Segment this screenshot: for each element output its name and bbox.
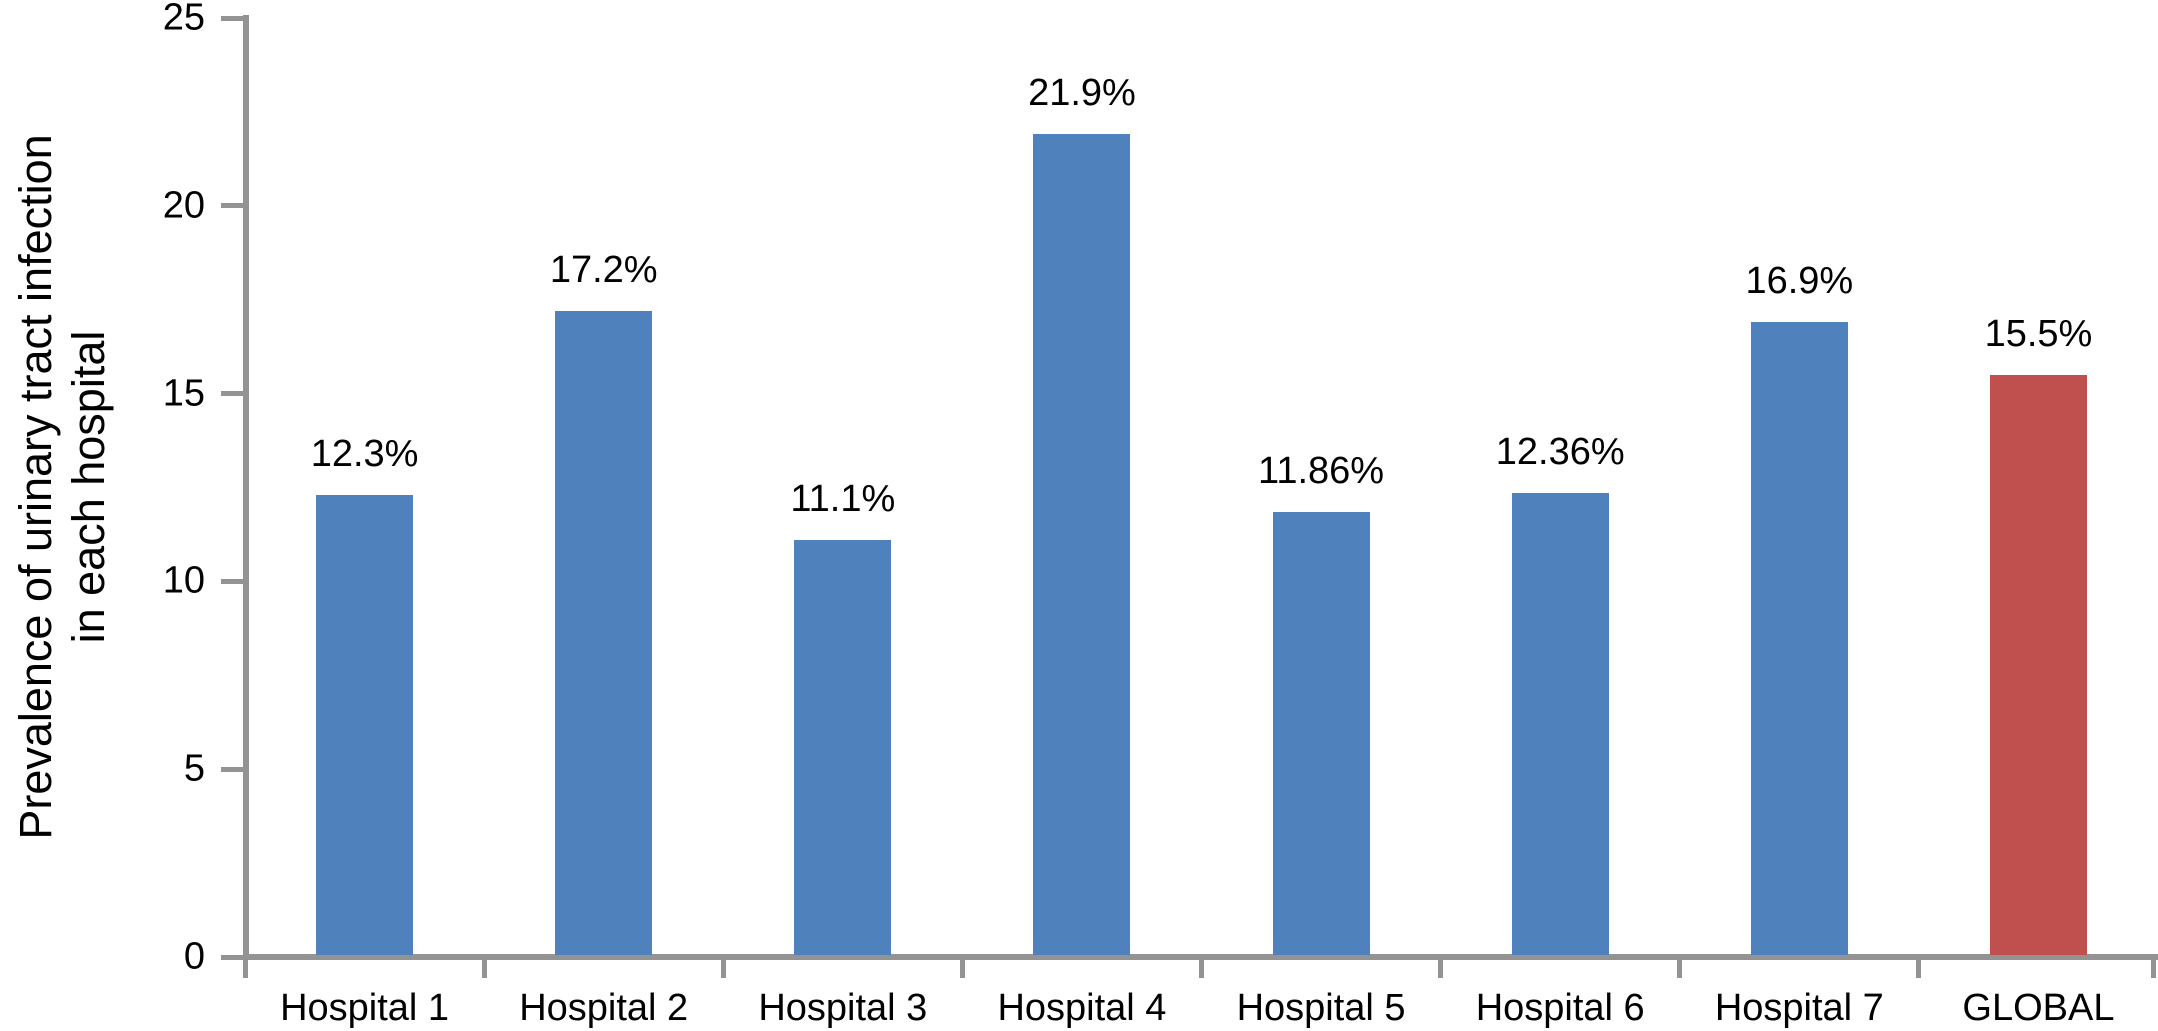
x-axis-tick: [1438, 957, 1444, 978]
x-axis-tick: [1199, 957, 1204, 978]
bar-value-label: 12.36%: [1495, 430, 1625, 473]
y-axis-tick: [221, 15, 243, 21]
y-axis-tick: [221, 203, 243, 209]
bar-hospital-5: [1272, 511, 1370, 955]
bar-global: [1989, 374, 2087, 955]
bar-hospital-6: [1511, 492, 1609, 955]
bar-value-label: 15.5%: [1984, 312, 2093, 355]
bar-value-label: 12.3%: [310, 433, 419, 475]
y-axis-tick-label: 20: [162, 184, 205, 227]
x-axis-label: Hospital 2: [519, 987, 689, 1029]
y-axis-title-line1: Prevalence of urinary tract infection: [10, 134, 61, 840]
x-axis-label: Hospital 3: [758, 987, 928, 1029]
bar-hospital-3: [794, 540, 892, 955]
bar-hospital-2: [555, 310, 653, 955]
x-axis-tick: [1916, 957, 1922, 978]
y-axis-line: [243, 15, 249, 960]
bar-value-label: 17.2%: [549, 248, 658, 291]
x-axis-tick: [2150, 957, 2156, 978]
y-axis-tick: [221, 954, 243, 960]
y-axis-tick: [221, 766, 243, 772]
y-axis-tick-label: 5: [183, 747, 205, 790]
x-axis-tick: [720, 957, 726, 978]
x-axis-label: Hospital 5: [1236, 987, 1406, 1029]
y-axis-tick-label: 15: [162, 372, 205, 415]
x-axis-tick: [959, 957, 965, 978]
bar-value-label: 21.9%: [1028, 72, 1136, 115]
x-axis-label: Hospital 6: [1475, 987, 1645, 1029]
y-axis-tick: [221, 391, 243, 397]
x-axis-tick: [242, 957, 248, 978]
bar-hospital-1: [316, 495, 414, 955]
x-axis-label: Hospital 4: [997, 987, 1167, 1029]
y-axis-tick: [221, 578, 243, 584]
bar-value-label: 11.86%: [1258, 449, 1385, 492]
bar-value-label: 11.1%: [790, 478, 896, 521]
y-axis-title: Prevalence of urinary tract infection in…: [9, 134, 115, 839]
x-axis-tick: [481, 957, 487, 978]
x-axis-label: Hospital 1: [280, 987, 450, 1029]
y-axis-title-line2: in each hospital: [63, 330, 114, 644]
bar-hospital-4: [1033, 134, 1131, 955]
x-axis-label: Hospital 7: [1714, 987, 1884, 1029]
y-axis-tick-label: 10: [162, 559, 205, 602]
x-axis-tick: [1677, 957, 1683, 978]
y-axis-tick-label: 25: [162, 0, 205, 39]
x-axis-label: GLOBAL: [1962, 987, 2115, 1029]
y-axis-tick-label: 0: [183, 935, 205, 978]
bar-hospital-7: [1750, 322, 1848, 955]
bar-value-label: 16.9%: [1745, 260, 1854, 303]
